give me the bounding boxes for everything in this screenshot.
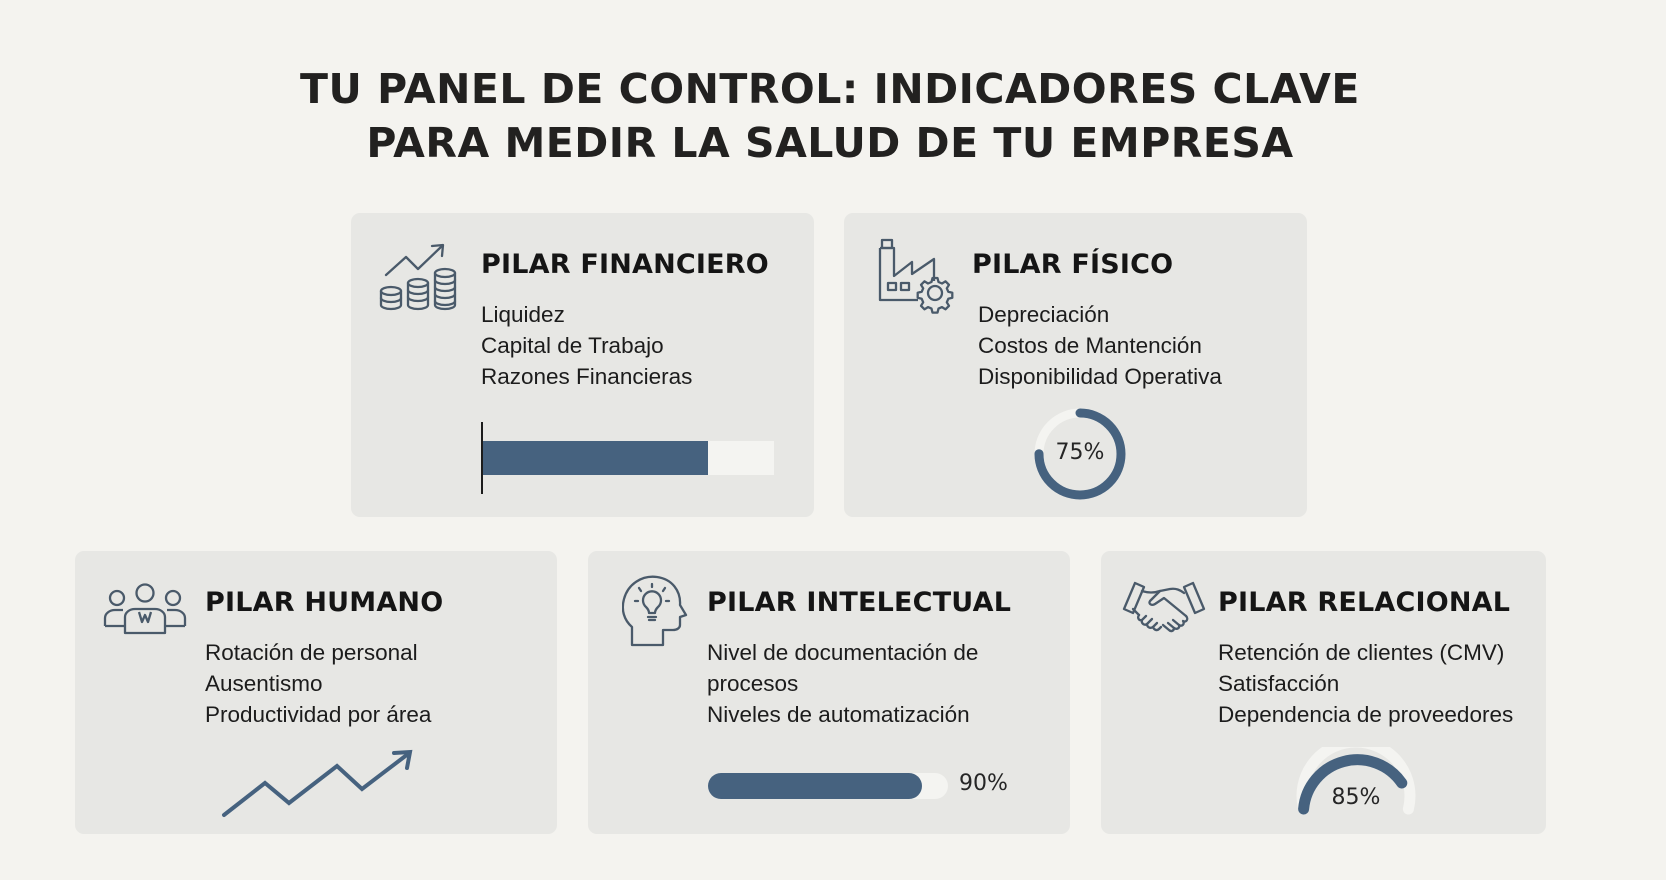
indicator-item: procesos (707, 671, 799, 696)
automation-progress-bar (707, 772, 949, 805)
indicator-item: Dependencia de proveedores (1218, 702, 1514, 727)
card-pilar-relacional: PILAR RELACIONAL Retención de clientes (… (1101, 551, 1546, 834)
card-title: PILAR FINANCIERO (481, 249, 769, 280)
card-title: PILAR HUMANO (205, 587, 444, 618)
progress-value: 90% (959, 771, 1008, 796)
card-title: PILAR FÍSICO (972, 249, 1174, 280)
indicator-item: Niveles de automatización (707, 702, 970, 727)
coins-growth-icon (378, 237, 460, 313)
indicator-list: Rotación de personal Ausentismo Producti… (205, 637, 431, 730)
indicator-item: Disponibilidad Operativa (978, 364, 1222, 389)
donut-value: 75% (1055, 440, 1105, 465)
indicator-list: Retención de clientes (CMV) Satisfacción… (1218, 637, 1513, 730)
page-title-line-2: PARA MEDIR LA SALUD DE TU EMPRESA (366, 119, 1294, 167)
donut-chart (1033, 407, 1127, 506)
card-pilar-financiero: PILAR FINANCIERO Liquidez Capital de Tra… (351, 213, 814, 517)
indicator-item: Ausentismo (205, 671, 323, 696)
indicator-item: Costos de Mantención (978, 333, 1202, 358)
financial-progress-bar (481, 422, 776, 501)
indicator-list: Depreciación Costos de Mantención Dispon… (978, 299, 1222, 392)
indicator-item: Rotación de personal (205, 640, 418, 665)
people-group-icon (103, 582, 187, 636)
indicator-item: Razones Financieras (481, 364, 693, 389)
indicator-item: Depreciación (978, 302, 1110, 327)
gauge-value: 85% (1331, 785, 1381, 810)
page-title: TU PANEL DE CONTROL: INDICADORES CLAVE P… (0, 62, 1660, 170)
trend-arrow-icon (220, 747, 420, 827)
factory-gear-icon (873, 237, 955, 317)
indicator-item: Satisfacción (1218, 671, 1340, 696)
indicator-item: Capital de Trabajo (481, 333, 664, 358)
card-title: PILAR INTELECTUAL (707, 587, 1012, 618)
card-pilar-fisico: PILAR FÍSICO Depreciación Costos de Mant… (844, 213, 1307, 517)
indicator-list: Nivel de documentación de procesos Nivel… (707, 637, 978, 730)
head-lightbulb-icon (622, 573, 688, 647)
indicator-item: Retención de clientes (CMV) (1218, 640, 1505, 665)
indicator-item: Nivel de documentación de (707, 640, 979, 665)
indicator-item: Liquidez (481, 302, 565, 327)
indicator-list: Liquidez Capital de Trabajo Razones Fina… (481, 299, 692, 392)
handshake-icon (1122, 581, 1206, 637)
page-title-line-1: TU PANEL DE CONTROL: INDICADORES CLAVE (300, 65, 1360, 113)
indicator-item: Productividad por área (205, 702, 432, 727)
card-title: PILAR RELACIONAL (1218, 587, 1511, 618)
card-pilar-humano: PILAR HUMANO Rotación de personal Ausent… (75, 551, 557, 834)
card-pilar-intelectual: PILAR INTELECTUAL Nivel de documentación… (588, 551, 1070, 834)
